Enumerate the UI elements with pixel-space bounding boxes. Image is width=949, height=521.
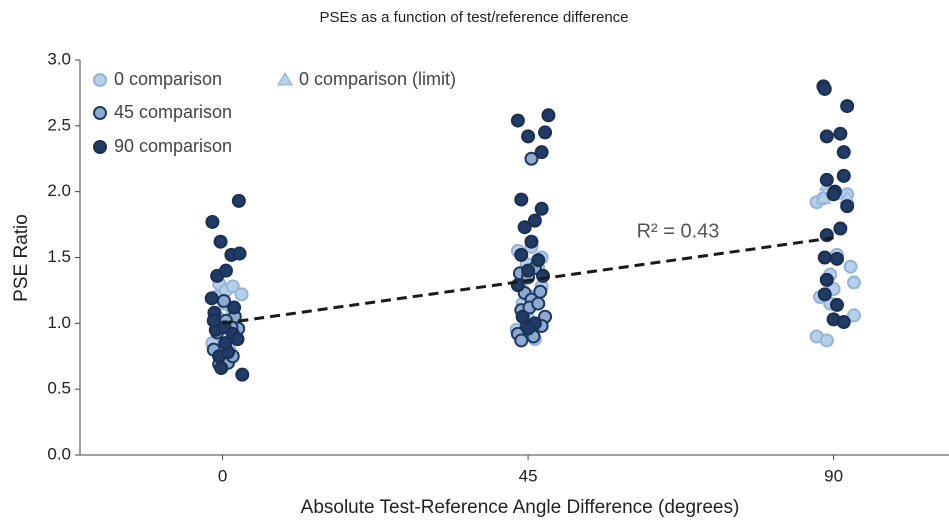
data-point — [819, 129, 834, 144]
y-tick-label: 2.0 — [47, 181, 71, 200]
data-point — [534, 145, 549, 160]
y-tick-label: 3.0 — [47, 49, 71, 68]
data-point — [521, 321, 536, 336]
data-point — [843, 259, 858, 274]
data-point — [840, 99, 855, 114]
data-point — [846, 275, 861, 290]
chart-title: PSEs as a function of test/reference dif… — [319, 9, 628, 26]
data-point — [840, 199, 855, 214]
data-point — [230, 332, 245, 347]
data-point — [231, 193, 246, 208]
data-point — [235, 367, 250, 382]
x-tick-label: 45 — [519, 466, 538, 485]
data-point — [819, 172, 834, 187]
data-point — [817, 81, 832, 96]
data-point — [204, 291, 219, 306]
legend-label: 45 comparison — [114, 102, 232, 122]
legend-label: 90 comparison — [114, 136, 232, 156]
legend-marker — [93, 106, 107, 120]
data-point — [817, 250, 832, 265]
y-tick-label: 0.0 — [47, 444, 71, 463]
data-point — [521, 129, 536, 144]
data-point — [510, 113, 525, 128]
data-point — [534, 201, 549, 216]
data-point — [533, 284, 548, 299]
data-point — [218, 336, 233, 351]
data-point — [234, 287, 249, 302]
data-point — [531, 253, 546, 268]
y-tick-label: 1.5 — [47, 247, 71, 266]
x-axis-label: Absolute Test-Reference Angle Difference… — [301, 497, 740, 518]
data-point — [538, 125, 553, 140]
data-point — [829, 297, 844, 312]
data-point — [515, 309, 530, 324]
data-point — [846, 308, 861, 323]
data-point — [836, 145, 851, 160]
data-point — [232, 246, 247, 261]
data-point — [205, 214, 220, 229]
annotation: R² = 0.43 — [637, 220, 720, 242]
y-axis-label: PSE Ratio — [11, 214, 32, 302]
data-point — [833, 126, 848, 141]
data-point — [815, 190, 832, 204]
data-point — [225, 279, 240, 294]
x-tick-label: 90 — [824, 466, 843, 485]
data-point — [521, 263, 536, 278]
data-point — [836, 168, 851, 183]
data-point — [531, 296, 546, 311]
data-point — [227, 300, 242, 315]
data-point — [218, 263, 233, 278]
legend-marker — [276, 71, 294, 86]
x-tick-label: 0 — [218, 466, 227, 485]
data-point — [527, 213, 542, 228]
legend-label: 0 comparison — [114, 69, 222, 89]
y-tick-label: 1.0 — [47, 313, 71, 332]
data-point — [819, 272, 834, 287]
data-point — [514, 247, 529, 262]
data-point — [206, 313, 221, 328]
data-point — [541, 108, 556, 123]
data-point — [524, 151, 539, 166]
y-tick-label: 2.5 — [47, 115, 71, 134]
legend-marker — [93, 73, 107, 87]
data-point — [836, 315, 851, 330]
trend-line — [222, 236, 834, 325]
data-point — [819, 333, 834, 348]
data-point — [517, 220, 532, 235]
data-point — [510, 278, 525, 293]
data-point — [213, 234, 228, 249]
data-point — [214, 361, 229, 376]
data-point — [514, 333, 529, 348]
data-point — [826, 187, 841, 202]
data-point — [536, 268, 551, 283]
data-point — [833, 221, 848, 236]
data-point — [524, 234, 539, 249]
legend-label: 0 comparison (limit) — [299, 69, 456, 89]
data-point — [829, 251, 844, 266]
legend-marker — [93, 140, 107, 154]
data-point — [514, 192, 529, 207]
data-point — [817, 287, 832, 302]
y-tick-label: 0.5 — [47, 379, 71, 398]
